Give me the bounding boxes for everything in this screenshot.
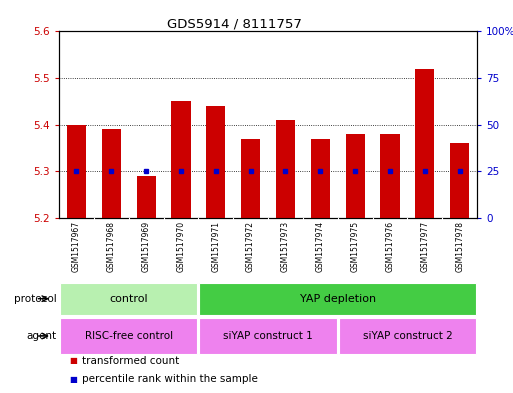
Bar <box>241 139 260 218</box>
Bar <box>339 318 476 354</box>
Text: agent: agent <box>26 331 56 341</box>
Text: GSM1517968: GSM1517968 <box>107 220 116 272</box>
Text: GSM1517974: GSM1517974 <box>316 220 325 272</box>
Title: GDS5914 / 8111757: GDS5914 / 8111757 <box>167 17 302 30</box>
Text: ■: ■ <box>69 375 77 384</box>
Text: transformed count: transformed count <box>82 356 180 366</box>
Bar <box>200 283 476 314</box>
Bar <box>67 125 86 218</box>
Bar <box>171 101 190 218</box>
Bar <box>346 134 365 218</box>
Bar <box>60 318 198 354</box>
Bar <box>102 129 121 218</box>
Text: GSM1517973: GSM1517973 <box>281 220 290 272</box>
Bar <box>136 176 155 218</box>
Text: RISC-free control: RISC-free control <box>85 331 173 341</box>
Text: GSM1517977: GSM1517977 <box>420 220 429 272</box>
Text: GSM1517976: GSM1517976 <box>385 220 394 272</box>
Bar <box>276 120 295 218</box>
Text: GSM1517975: GSM1517975 <box>351 220 360 272</box>
Text: GSM1517970: GSM1517970 <box>176 220 185 272</box>
Text: siYAP construct 2: siYAP construct 2 <box>363 331 452 341</box>
Text: control: control <box>109 294 148 304</box>
Bar <box>415 69 435 218</box>
Text: protocol: protocol <box>14 294 56 304</box>
Bar <box>60 283 198 314</box>
Text: ■: ■ <box>69 356 77 365</box>
Bar <box>200 318 337 354</box>
Text: GSM1517978: GSM1517978 <box>455 220 464 272</box>
Text: percentile rank within the sample: percentile rank within the sample <box>82 374 258 384</box>
Text: GSM1517969: GSM1517969 <box>142 220 151 272</box>
Bar <box>381 134 400 218</box>
Bar <box>450 143 469 218</box>
Bar <box>311 139 330 218</box>
Text: GSM1517972: GSM1517972 <box>246 220 255 272</box>
Text: siYAP construct 1: siYAP construct 1 <box>223 331 313 341</box>
Text: GSM1517967: GSM1517967 <box>72 220 81 272</box>
Bar <box>206 106 225 218</box>
Text: GSM1517971: GSM1517971 <box>211 220 220 272</box>
Text: YAP depletion: YAP depletion <box>300 294 376 304</box>
